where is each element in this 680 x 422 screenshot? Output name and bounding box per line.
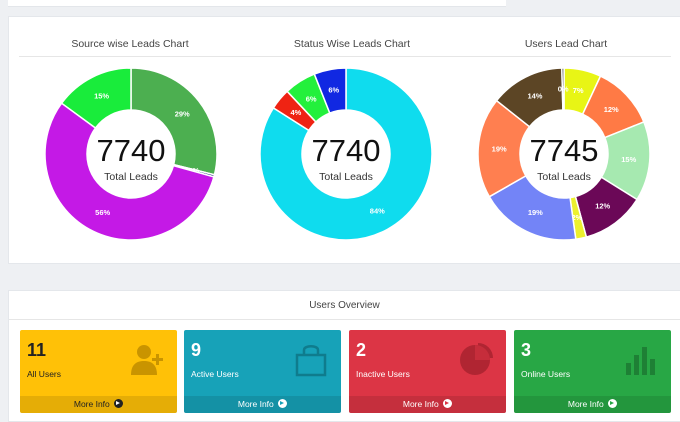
inactive-users-label: Inactive Users: [356, 369, 410, 379]
chart-divider: [241, 56, 463, 57]
all-users-count: 11: [27, 340, 47, 360]
active-users-more-info-link[interactable]: More Info: [184, 396, 341, 413]
bar-chart-icon: [626, 347, 655, 375]
top-bar: [8, 0, 506, 7]
arrow-circle-right-icon: [608, 399, 618, 408]
active-users-box[interactable]: 9 Active Users More Info: [184, 330, 341, 413]
source-wise-leads-donut: 29% 0% 56% 15% 7740 Total Leads: [44, 67, 218, 241]
users-overview-divider: [9, 319, 680, 320]
segment-percent-label: 7%: [573, 86, 584, 95]
segment-percent-label: 29%: [175, 109, 190, 118]
arrow-circle-right-icon: [114, 399, 124, 408]
inactive-users-count: 2: [356, 340, 367, 360]
segment-percent-label: 15%: [94, 92, 109, 101]
segment-percent-label: 6%: [306, 95, 317, 104]
segment-percent-label: 0%: [188, 166, 199, 175]
total-leads-value: 7740: [97, 133, 166, 168]
segment-percent-label: 12%: [595, 202, 610, 211]
segment-percent-label: 19%: [492, 145, 507, 154]
more-info-label: More Info: [567, 399, 604, 409]
chart-title: Source wise Leads Chart: [71, 38, 189, 50]
segment-percent-label: 6%: [328, 86, 339, 95]
segment-percent-label: 19%: [528, 208, 543, 217]
donut-segment[interactable]: [259, 67, 433, 241]
more-info-label: More Info: [73, 399, 110, 409]
inactive-users-box[interactable]: 2 Inactive Users More Info: [349, 330, 506, 413]
users-lead-chart-card: Users Lead Chart 7% 12% 15% 12% 2% 19% 19% 14% 0…: [461, 17, 671, 263]
chart-title: Status Wise Leads Chart: [293, 38, 411, 50]
total-leads-label: Total Leads: [537, 171, 591, 183]
segment-percent-label: 0%: [558, 85, 569, 94]
inactive-users-more-info-link[interactable]: More Info: [349, 396, 506, 413]
all-users-box[interactable]: 11 All Users More Info: [20, 330, 177, 413]
users-lead-donut: 7% 12% 15% 12% 2% 19% 19% 14% 0% 7745 Total Leads: [477, 67, 651, 241]
segment-percent-label: 56%: [95, 208, 110, 217]
all-users-label: All Users: [27, 369, 62, 379]
all-users-more-info-link[interactable]: More Info: [20, 396, 177, 413]
users-overview-title: Users Overview: [309, 300, 380, 311]
donut-segment[interactable]: [130, 67, 218, 176]
segment-percent-label: 15%: [621, 155, 636, 164]
chart-title: Users Lead Chart: [524, 38, 608, 50]
arrow-circle-right-icon: [443, 399, 453, 408]
online-users-count: 3: [521, 340, 532, 360]
users-overview-panel: Users Overview 11 All Users More Info 9 …: [8, 290, 680, 422]
active-users-count: 9: [191, 340, 202, 360]
segment-percent-label: 2%: [572, 213, 583, 222]
more-info-label: More Info: [237, 399, 274, 409]
total-leads-value: 7745: [530, 133, 599, 168]
source-wise-leads-chart-card: Source wise Leads Chart 29% 0% 56% 15% 7740 T…: [19, 17, 241, 263]
status-wise-leads-donut: 84% 4% 6% 6% 7740 Total Leads: [259, 67, 433, 241]
active-users-label: Active Users: [191, 369, 239, 379]
chart-divider: [19, 56, 241, 57]
total-leads-value: 7740: [312, 133, 381, 168]
online-users-more-info-link[interactable]: More Info: [514, 396, 671, 413]
shopping-bag-icon: [295, 345, 327, 377]
total-leads-label: Total Leads: [319, 171, 373, 183]
charts-panel: Source wise Leads Chart 29% 0% 56% 15% 7740 T…: [8, 16, 680, 264]
segment-percent-label: 4%: [290, 108, 301, 117]
online-users-label: Online Users: [521, 369, 571, 379]
more-info-label: More Info: [402, 399, 439, 409]
arrow-circle-right-icon: [278, 399, 288, 408]
donut-segment[interactable]: [44, 102, 215, 241]
segment-percent-label: 14%: [527, 91, 542, 100]
status-wise-leads-chart-card: Status Wise Leads Chart 84% 4% 6% 6% 7740 Tot…: [241, 17, 463, 263]
donut-segment[interactable]: [561, 67, 565, 111]
pie-chart-icon: [460, 343, 493, 375]
segment-percent-label: 12%: [604, 105, 619, 114]
online-users-box[interactable]: 3 Online Users More Info: [514, 330, 671, 413]
donut-segment[interactable]: [60, 67, 132, 130]
donut-segment[interactable]: [313, 67, 347, 115]
total-leads-label: Total Leads: [104, 171, 158, 183]
chart-divider: [461, 56, 671, 57]
user-plus-icon: [131, 345, 163, 375]
segment-percent-label: 84%: [370, 206, 385, 215]
